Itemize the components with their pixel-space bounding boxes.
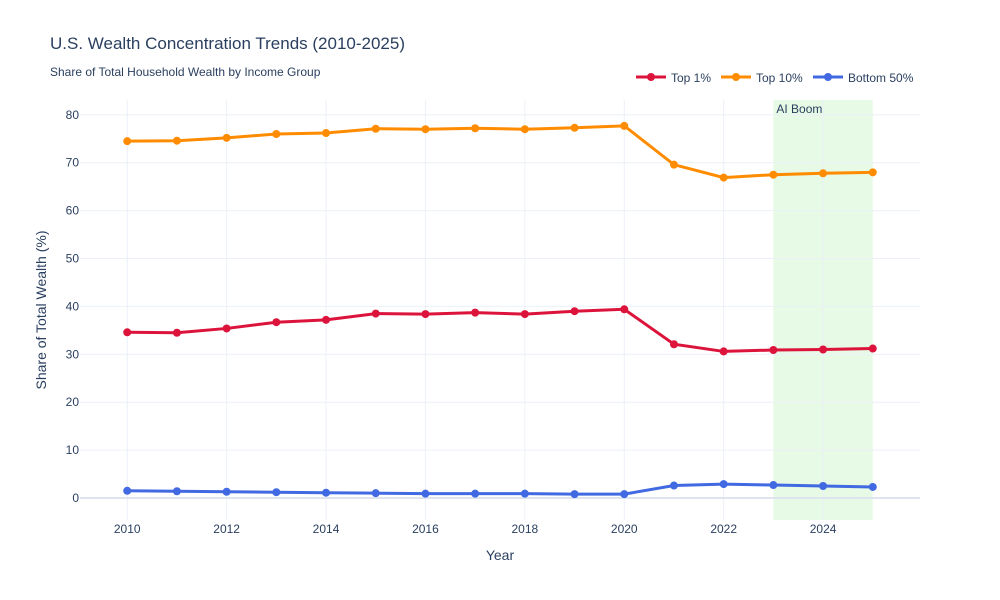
data-point [769, 481, 778, 490]
data-point [172, 136, 181, 145]
data-point [471, 489, 480, 498]
annotation-label: AI Boom [776, 102, 822, 116]
x-tick-label: 2024 [810, 522, 837, 536]
x-tick-label: 2012 [213, 522, 240, 536]
data-point [471, 308, 480, 317]
data-point [620, 121, 629, 130]
data-point [172, 487, 181, 496]
legend-label: Top 1% [671, 71, 711, 85]
data-point [371, 489, 380, 498]
legend-label: Top 10% [756, 71, 803, 85]
data-point [520, 125, 529, 134]
data-point [719, 347, 728, 356]
series-line [127, 482, 873, 496]
data-point [570, 490, 579, 499]
data-point [520, 489, 529, 498]
data-point [371, 124, 380, 133]
data-point [769, 345, 778, 354]
data-point [272, 488, 281, 497]
chart-title: U.S. Wealth Concentration Trends (2010-2… [50, 34, 405, 53]
chart-subtitle: Share of Total Household Wealth by Incom… [50, 65, 321, 79]
legend-marker [647, 73, 655, 81]
data-point [421, 125, 430, 134]
data-point [322, 315, 331, 324]
data-point [868, 344, 877, 353]
y-tick-label: 50 [66, 252, 80, 266]
data-point [322, 488, 331, 497]
x-tick-label: 2014 [313, 522, 340, 536]
x-tick-label: 2018 [512, 522, 539, 536]
data-point [719, 480, 728, 489]
data-point [322, 129, 331, 138]
data-point [819, 481, 828, 490]
data-point [868, 482, 877, 491]
legend-marker [732, 73, 740, 81]
data-point [620, 490, 629, 499]
data-point [371, 309, 380, 318]
data-point [123, 486, 132, 495]
y-tick-label: 30 [66, 347, 80, 361]
legend-marker [824, 73, 832, 81]
y-tick-label: 0 [72, 491, 79, 505]
series-line [127, 124, 873, 180]
data-point [421, 489, 430, 498]
data-point [520, 310, 529, 319]
y-tick-label: 80 [66, 108, 80, 122]
data-point [172, 328, 181, 337]
x-tick-label: 2022 [710, 522, 737, 536]
y-tick-label: 20 [66, 395, 80, 409]
data-point [669, 481, 678, 490]
data-point [222, 324, 231, 333]
data-point [272, 318, 281, 327]
x-tick-label: 2016 [412, 522, 439, 536]
data-point [669, 160, 678, 169]
data-point [868, 168, 877, 177]
data-point [123, 328, 132, 337]
data-point [819, 345, 828, 354]
x-tick-label: 2010 [114, 522, 141, 536]
data-point [421, 310, 430, 319]
data-point [222, 487, 231, 496]
x-axis-label: Year [486, 547, 515, 563]
data-point [123, 137, 132, 146]
data-point [719, 173, 728, 182]
data-point [769, 170, 778, 179]
y-tick-label: 60 [66, 204, 80, 218]
series-line [127, 307, 873, 353]
data-point [819, 169, 828, 178]
data-point [222, 133, 231, 142]
data-point [272, 130, 281, 139]
y-tick-label: 40 [66, 299, 80, 313]
data-point [669, 340, 678, 349]
y-tick-label: 10 [66, 443, 80, 457]
y-tick-label: 70 [66, 156, 80, 170]
data-point [620, 305, 629, 314]
data-point [570, 123, 579, 132]
x-tick-label: 2020 [611, 522, 638, 536]
y-axis-label: Share of Total Wealth (%) [33, 230, 49, 389]
legend-label: Bottom 50% [848, 71, 914, 85]
data-point [570, 307, 579, 316]
data-point [471, 124, 480, 133]
